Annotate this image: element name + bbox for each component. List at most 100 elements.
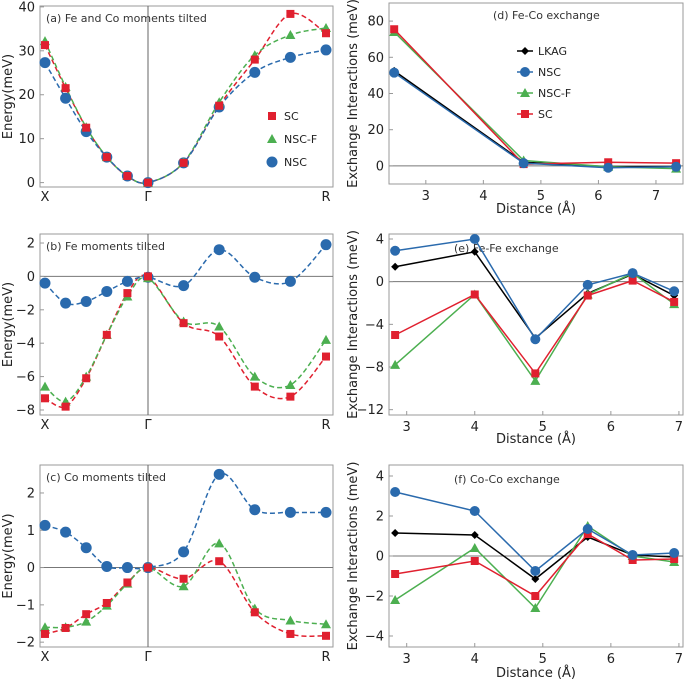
- y-tick-label: 1: [27, 524, 35, 539]
- point-sc: [61, 84, 70, 93]
- x-tick-label: R: [321, 418, 330, 433]
- fit-curve-nsc-f: [44, 27, 327, 184]
- fit-curve-nsc: [44, 472, 327, 570]
- point-nsc-f: [390, 595, 401, 604]
- x-axis-label: Distance (Å): [496, 431, 576, 447]
- legend-label-nsc: NSC: [538, 66, 561, 79]
- panel-annotation: (e) Fe-Fe exchange: [454, 242, 559, 255]
- y-tick-label: 4: [376, 233, 384, 248]
- y-axis-label: Energy(meV): [1, 54, 16, 139]
- point-nsc: [669, 548, 680, 558]
- point-nsc: [582, 279, 593, 290]
- legend-label-sc: SC: [538, 108, 553, 121]
- point-nsc: [178, 280, 190, 292]
- x-tick-label: 4: [479, 189, 487, 204]
- y-tick-label: 20: [367, 123, 384, 138]
- point-sc: [82, 610, 91, 619]
- legend-marker-nsc: [266, 156, 278, 168]
- point-nsc-f: [321, 619, 331, 629]
- point-sc: [322, 29, 330, 38]
- x-tick-label: 6: [594, 189, 602, 204]
- point-sc: [179, 574, 188, 583]
- point-nsc: [249, 504, 261, 516]
- legend-label-sc: SC: [284, 110, 299, 123]
- point-nsc: [80, 295, 92, 307]
- x-tick-label: R: [321, 650, 330, 665]
- series-line-lkag: [394, 250, 675, 340]
- legend-marker-lkag: [521, 47, 529, 55]
- point-nsc: [121, 275, 133, 287]
- y-tick-label: −8: [365, 361, 384, 376]
- x-tick-label: 4: [471, 420, 479, 435]
- x-tick-label: 5: [537, 189, 545, 204]
- y-tick-label: −4: [365, 630, 384, 645]
- y-tick-label: −2: [16, 303, 35, 318]
- point-sc: [250, 55, 259, 64]
- series-line-nsc: [394, 491, 675, 573]
- x-tick-label: 5: [539, 420, 547, 435]
- point-sc: [670, 297, 679, 306]
- point-sc: [604, 158, 613, 167]
- point-sc: [179, 158, 188, 167]
- point-sc: [531, 369, 540, 378]
- panel-a: 0 10 20 30 40 Energy(meV) (a) Fe and Co moment…: [1, 0, 334, 205]
- point-nsc: [39, 519, 51, 531]
- point-nsc-f: [530, 603, 541, 612]
- point-sc: [670, 555, 679, 563]
- point-sc: [250, 382, 259, 391]
- x-tick-label: X: [41, 418, 50, 433]
- point-sc: [286, 392, 295, 401]
- panel-b: −8 −6 −4 −2 0 2 Energy(meV) (b) Fe moments tilt…: [1, 233, 334, 433]
- legend-label-nsc: NSC: [284, 156, 307, 169]
- point-sc: [102, 598, 111, 607]
- point-nsc: [213, 244, 225, 256]
- x-tick-label: 4: [471, 652, 479, 667]
- point-sc: [144, 178, 152, 187]
- legend-label-nsc-f: NSC-F: [284, 133, 317, 146]
- point-sc: [41, 394, 49, 403]
- point-nsc: [101, 285, 113, 297]
- point-nsc: [627, 268, 638, 279]
- series-line-nsc: [393, 72, 677, 169]
- point-nsc: [60, 526, 72, 538]
- point-sc: [41, 629, 49, 638]
- point-nsc: [320, 239, 332, 251]
- panel-e: −12 −8 −4 0 4 Exchange Interactions (meV) (e) …: [346, 230, 684, 447]
- y-tick-label: 30: [18, 44, 35, 59]
- y-tick-label: 60: [367, 51, 384, 66]
- series-line-nsc-f: [394, 272, 675, 383]
- point-nsc: [320, 44, 332, 56]
- panel-annotation: (d) Fe-Co exchange: [493, 9, 600, 22]
- y-axis-label: Exchange Interactions (meV): [346, 0, 361, 188]
- x-tick-label: 6: [607, 420, 615, 435]
- point-nsc: [39, 57, 51, 69]
- series-line-lkag: [393, 70, 677, 168]
- x-axis-label: Distance (Å): [496, 665, 576, 681]
- x-tick-label: 7: [675, 652, 683, 667]
- legend-marker-sc: [268, 112, 276, 120]
- point-sc: [144, 272, 152, 281]
- point-sc: [215, 101, 224, 110]
- point-nsc-f: [469, 543, 480, 552]
- point-nsc: [320, 506, 332, 518]
- point-sc: [102, 153, 111, 162]
- panel-annotation: (b) Fe moments tilted: [46, 240, 165, 253]
- point-nsc: [284, 506, 296, 518]
- point-nsc: [603, 162, 614, 173]
- point-sc: [123, 172, 132, 181]
- panel-d: 0 20 40 60 80 Exchange Interactions (meV) (d) …: [346, 0, 684, 217]
- point-sc: [215, 332, 224, 341]
- fit-curve-nsc: [44, 244, 327, 306]
- x-tick-label: 3: [403, 652, 411, 667]
- point-sc: [470, 290, 479, 299]
- point-nsc: [627, 550, 638, 560]
- point-sc: [390, 25, 399, 34]
- point-sc: [250, 608, 259, 617]
- point-sc: [123, 289, 132, 298]
- point-nsc-f: [40, 381, 50, 391]
- plot-frame: [388, 2, 684, 185]
- panel-annotation: (c) Co moments tilted: [46, 471, 166, 484]
- point-sc: [41, 41, 49, 50]
- point-sc: [286, 9, 295, 18]
